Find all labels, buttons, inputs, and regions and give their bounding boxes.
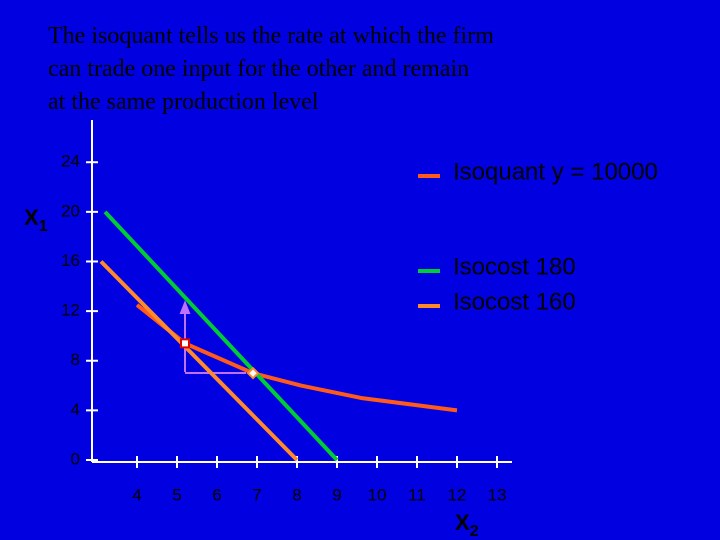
y-tick-label: 4 [71, 400, 80, 419]
legend-label: Isoquant y = 10000 [453, 158, 658, 185]
point [180, 338, 190, 349]
title-line: at the same production level [48, 89, 319, 115]
x-tick-label: 12 [448, 485, 467, 504]
y-tick-label: 8 [71, 350, 80, 369]
series-line [99, 260, 299, 462]
legend-label: Isocost 160 [453, 288, 576, 315]
x-tick-label: 11 [408, 485, 426, 504]
y-axis-label: X1 [24, 205, 48, 235]
y-tick-label: 16 [61, 251, 80, 270]
y-tick-label: 20 [61, 201, 80, 220]
x-tick-label: 7 [252, 485, 261, 504]
x-tick-label: 13 [488, 485, 507, 504]
point [246, 366, 260, 380]
x-tick-label: 8 [292, 485, 301, 504]
x-tick-label: 6 [212, 485, 221, 504]
x-axis-label: X2 [455, 510, 479, 540]
x-tick-label: 10 [368, 485, 387, 504]
arrows [179, 300, 246, 374]
x-tick-label: 4 [132, 485, 141, 504]
arrow-head [179, 300, 191, 314]
title-line: The isoquant tells us the rate at which … [48, 23, 494, 49]
legend-label: Isocost 180 [453, 253, 576, 280]
y-tick-label: 12 [61, 301, 80, 320]
y-tick-label: 0 [71, 449, 80, 468]
y-tick-label: 24 [61, 152, 80, 171]
x-tick-label: 5 [172, 485, 181, 504]
title-line: can trade one input for the other and re… [48, 56, 469, 82]
x-tick-label: 9 [332, 485, 341, 504]
series-line [103, 210, 339, 462]
